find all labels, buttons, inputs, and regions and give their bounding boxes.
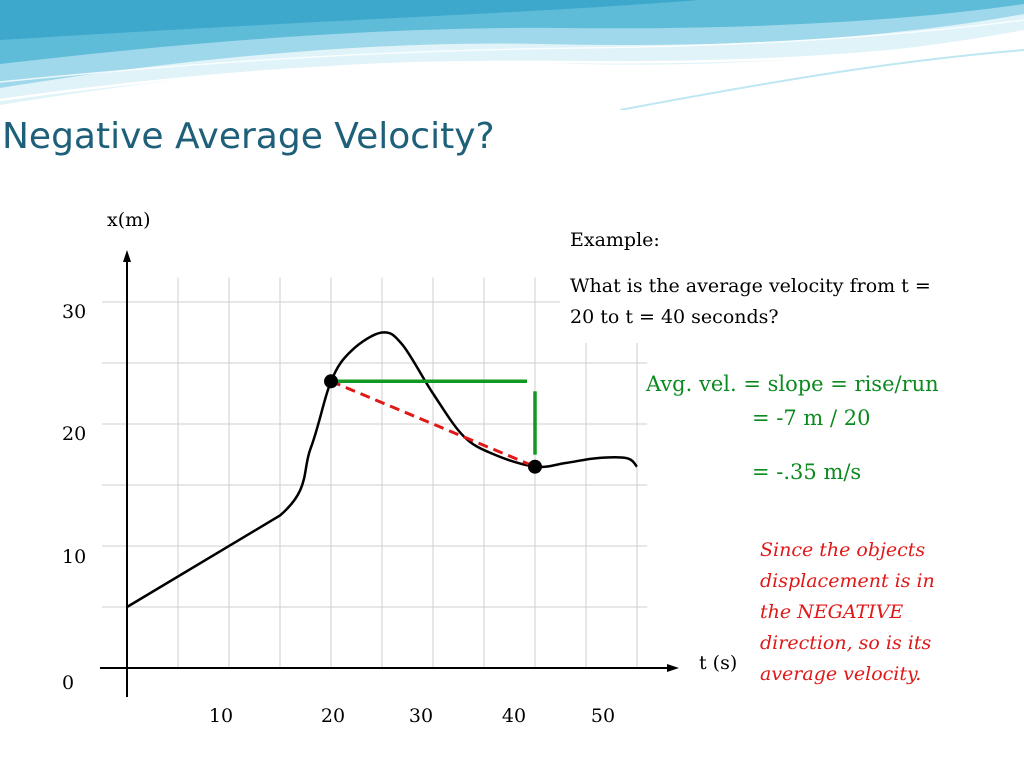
slide-title: Negative Average Velocity? <box>2 116 495 157</box>
chart-axes <box>100 250 679 697</box>
x-tick-label: 10 <box>209 705 233 727</box>
y-tick-label: 20 <box>62 423 86 445</box>
explanation-note: Since the objects displacement is in the… <box>760 539 935 685</box>
example-box: Example: What is the average velocity fr… <box>560 219 964 343</box>
calc-line-1: Avg. vel. = slope = rise/run <box>646 372 939 396</box>
calc-line-2: = -7 m / 20 <box>752 406 871 430</box>
x-tick-label: 50 <box>591 705 615 727</box>
data-point <box>324 374 338 389</box>
x-tick-label: 40 <box>502 705 526 727</box>
x-tick-label: 20 <box>321 705 345 727</box>
header-wave-decoration <box>0 0 1024 110</box>
x-tick-label: 30 <box>409 705 433 727</box>
x-axis-label: t (s) <box>699 652 737 674</box>
x-axis-arrow <box>667 664 679 672</box>
chart-marks <box>126 331 638 609</box>
tick-labels: 10 20 30 40 50 0 10 20 30 <box>62 301 615 727</box>
data-point <box>528 459 542 474</box>
y-tick-label: 0 <box>62 672 74 694</box>
chart-grid <box>102 277 648 668</box>
y-tick-label: 10 <box>62 546 86 568</box>
y-axis-label: x(m) <box>107 209 151 231</box>
calc-line-3: = -.35 m/s <box>752 460 862 484</box>
secant-line <box>330 379 536 469</box>
y-axis-arrow <box>123 250 131 262</box>
y-tick-label: 30 <box>62 301 86 323</box>
example-question: What is the average velocity from t = 20… <box>570 275 931 328</box>
example-heading: Example: <box>570 229 660 251</box>
